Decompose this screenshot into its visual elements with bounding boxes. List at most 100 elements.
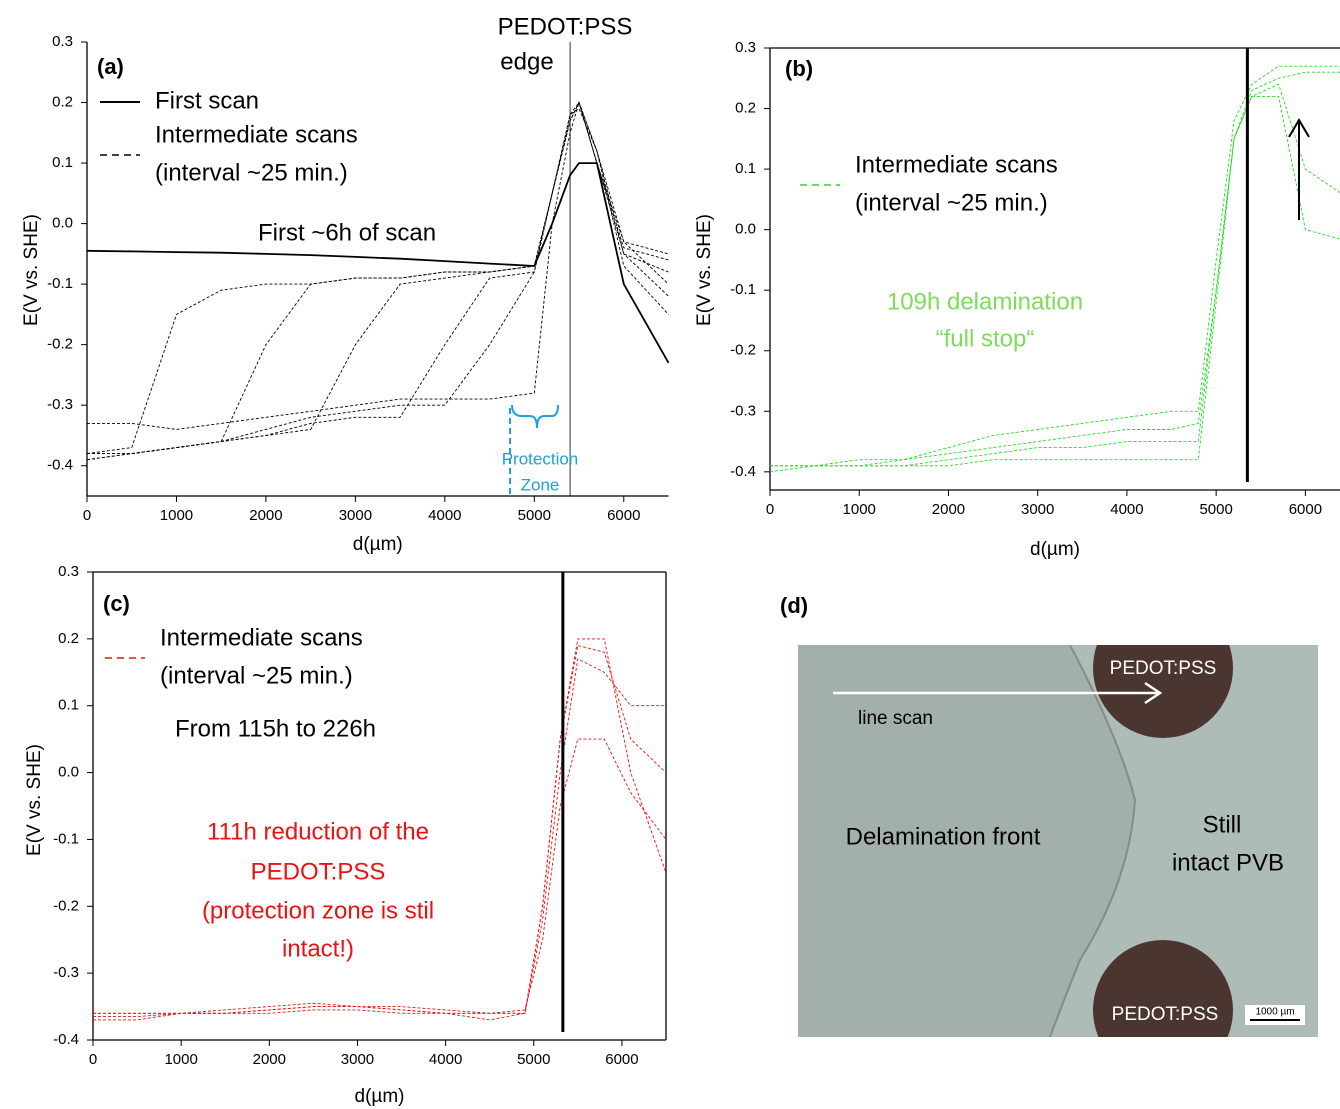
x-axis-label: d(µm) <box>353 534 403 555</box>
scan-line <box>93 738 667 1014</box>
scan-arrow-head <box>1144 681 1163 705</box>
y-tick-label: 0.3 <box>735 39 756 56</box>
y-tick-label: -0.2 <box>53 897 79 914</box>
y-tick-label: 0.3 <box>58 563 79 580</box>
y-tick-label: 0.2 <box>58 630 79 647</box>
y-tick-label: 0.0 <box>735 221 756 238</box>
panel: 0 1000 2000 3000 4000 5000 6000 -0.4 -0.3 -0.2 -0.… <box>694 39 1340 560</box>
x-axis-label: d(µm) <box>1030 539 1080 560</box>
scan-line <box>87 101 669 455</box>
y-tick-label: -0.2 <box>47 336 73 353</box>
intact-label: intact PVB <box>1172 849 1284 876</box>
panel: 0 1000 2000 3000 4000 5000 6000 -0.4 -0.3 -0.2 -0.… <box>24 563 667 1107</box>
x-tick-label: 6000 <box>1289 501 1322 518</box>
annotation: First ~6h of scan <box>258 219 436 246</box>
scan-line <box>770 65 1340 467</box>
x-tick-label: 3000 <box>341 1051 374 1068</box>
pedot-spot <box>1093 940 1233 1037</box>
y-tick-label: -0.3 <box>53 964 79 981</box>
x-tick-label: 4000 <box>429 1051 462 1068</box>
y-tick-label: 0.3 <box>52 33 73 50</box>
intact-label: Still <box>1203 811 1242 838</box>
legend-label: Intermediate scans <box>155 121 358 148</box>
y-tick-label: 0.1 <box>52 154 73 171</box>
annotation: PEDOT:PSS <box>251 858 386 885</box>
annotation: (protection zone is stil <box>202 897 434 924</box>
x-tick-label: 4000 <box>1110 501 1143 518</box>
panel-label: (b) <box>785 56 813 81</box>
x-tick-label: 3000 <box>1021 501 1054 518</box>
scan-label: line scan <box>858 708 933 729</box>
x-tick-label: 5000 <box>518 507 551 524</box>
x-tick-label: 5000 <box>1199 501 1232 518</box>
x-tick-label: 0 <box>83 507 91 524</box>
annotation: 109h delamination <box>887 288 1083 315</box>
scan-line <box>87 100 669 430</box>
annotation: Protection <box>502 449 579 468</box>
scan-line <box>86 101 669 461</box>
y-axis-label: E(V vs. SHE) <box>24 744 45 856</box>
x-tick-label: 2000 <box>253 1051 286 1068</box>
y-tick-label: -0.2 <box>730 342 756 359</box>
scan-line <box>93 644 667 1018</box>
y-tick-label: 0.0 <box>58 764 79 781</box>
trend-arrow-head <box>1288 118 1310 138</box>
y-tick-label: -0.3 <box>730 402 756 419</box>
annotation: Zone <box>521 475 560 494</box>
pedot-spot <box>1093 645 1233 738</box>
legend-label: Intermediate scans <box>855 151 1058 178</box>
scan-line <box>87 101 669 455</box>
annotation: PEDOT:PSS <box>498 13 633 40</box>
y-tick-label: -0.3 <box>47 396 73 413</box>
panel-label: (a) <box>97 54 124 79</box>
panel-label: (d) <box>780 593 808 618</box>
y-tick-label: -0.1 <box>53 830 79 847</box>
x-tick-label: 1000 <box>164 1051 197 1068</box>
x-tick-label: 3000 <box>339 507 372 524</box>
scale-bar-label: 1000 µm <box>1255 1007 1294 1018</box>
annotation: 111h reduction of the <box>207 818 429 845</box>
x-tick-label: 1000 <box>843 501 876 518</box>
x-tick-label: 4000 <box>428 507 461 524</box>
legend-label: (interval ~25 min.) <box>160 662 353 689</box>
legend-label: (interval ~25 min.) <box>855 189 1048 216</box>
micrograph: (d) PEDOT:PSS line scan Delamination fro… <box>780 593 1318 1037</box>
scan-line <box>86 107 669 461</box>
x-axis-label: d(µm) <box>355 1086 405 1107</box>
y-tick-label: 0.1 <box>735 160 756 177</box>
panel: 0 1000 2000 3000 4000 5000 6000 -0.4 -0.3 -0.2 -0.… <box>21 13 670 555</box>
front-label: Delamination front <box>846 823 1041 850</box>
protection-bracket <box>511 404 559 429</box>
annotation: From 115h to 226h <box>175 715 376 742</box>
y-tick-label: -0.4 <box>730 463 756 480</box>
x-tick-label: 6000 <box>607 507 640 524</box>
y-axis-label: E(V vs. SHE) <box>21 214 42 326</box>
panel-label: (c) <box>103 591 130 616</box>
y-tick-label: 0.2 <box>735 100 756 117</box>
annotation: “full stop“ <box>936 325 1035 352</box>
scan-line <box>770 83 1340 467</box>
legend-label: (interval ~25 min.) <box>155 159 348 186</box>
annotation: edge <box>500 48 553 75</box>
x-tick-label: 5000 <box>517 1051 550 1068</box>
front-line <box>1049 645 1137 1037</box>
scan-line <box>86 101 669 455</box>
x-tick-label: 2000 <box>932 501 965 518</box>
spot-label: PEDOT:PSS <box>1112 1004 1219 1025</box>
x-tick-label: 2000 <box>249 507 282 524</box>
y-tick-label: -0.4 <box>53 1031 79 1048</box>
scan-line <box>770 71 1340 467</box>
y-tick-label: 0.1 <box>58 697 79 714</box>
x-tick-label: 0 <box>766 501 774 518</box>
x-tick-label: 1000 <box>160 507 193 524</box>
delaminated-area <box>798 645 1135 1037</box>
annotation: intact!) <box>282 935 354 962</box>
legend-label: Intermediate scans <box>160 624 363 651</box>
y-tick-label: 0.2 <box>52 94 73 111</box>
y-axis-label: E(V vs. SHE) <box>694 214 715 326</box>
scan-line <box>93 658 666 1021</box>
x-tick-label: 6000 <box>605 1051 638 1068</box>
y-tick-label: -0.4 <box>47 457 73 474</box>
y-tick-label: -0.1 <box>47 275 73 292</box>
